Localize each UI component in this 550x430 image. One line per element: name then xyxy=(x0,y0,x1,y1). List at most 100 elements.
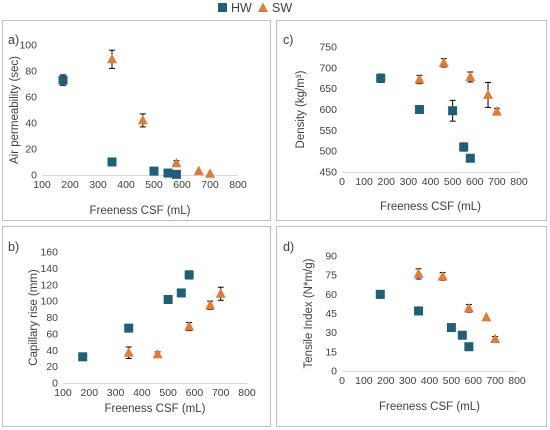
x-tick-label: 500 xyxy=(145,179,163,191)
panel-label: d) xyxy=(283,240,294,254)
y-tick-label: 45 xyxy=(325,308,337,320)
y-tick-label: 500 xyxy=(319,146,337,158)
data-point-hw xyxy=(459,142,469,152)
x-tick-label: 200 xyxy=(61,179,79,191)
x-tick-label: 500 xyxy=(444,176,462,188)
series-sw xyxy=(123,286,226,359)
x-tick-label: 300 xyxy=(400,176,418,188)
y-tick-label: 0 xyxy=(52,378,58,390)
y-tick-label: 650 xyxy=(319,83,337,95)
series-hw xyxy=(58,74,181,179)
x-tick-label: 800 xyxy=(229,179,247,191)
data-point-sw xyxy=(107,53,117,64)
data-point-sw xyxy=(184,321,195,331)
y-tick-label: 140 xyxy=(40,263,58,275)
y-axis-title: Tensile Index (N*m/g) xyxy=(303,258,315,368)
y-tick-label: 600 xyxy=(319,104,337,116)
y-tick-label: 20 xyxy=(46,361,58,373)
x-tick-label: 400 xyxy=(422,176,440,188)
series-sw xyxy=(107,49,215,178)
y-tick-label: 750 xyxy=(319,42,337,54)
data-point-hw xyxy=(107,157,117,167)
data-point-sw xyxy=(171,157,182,168)
x-tick-label: 200 xyxy=(377,375,395,387)
x-axis-title: Freeness CSF (mL) xyxy=(105,403,206,415)
data-point-hw xyxy=(163,168,173,178)
panel-a: a)100 200 300 400 500 600 700 800020406080100Fr… xyxy=(8,33,247,217)
data-point-sw xyxy=(491,106,502,116)
y-tick-label: 60 xyxy=(325,289,337,301)
data-point-hw xyxy=(448,106,458,116)
panel-c: c) 0 100 200 300 400 500 600 700 800 450 500 550 600 6… xyxy=(283,33,528,213)
y-tick-label: 100 xyxy=(19,40,37,52)
panel-label: c) xyxy=(283,33,293,47)
legend-hw-label: HW xyxy=(231,1,252,15)
series-hw xyxy=(376,73,475,163)
data-point-sw xyxy=(437,270,448,281)
data-point-sw xyxy=(463,302,474,313)
y-tick-label: 40 xyxy=(25,118,37,130)
data-point-sw xyxy=(205,299,216,310)
panel-label: a) xyxy=(8,33,19,47)
series-hw xyxy=(78,270,194,362)
x-tick-label: 100 xyxy=(355,375,373,387)
x-tick-label: 500 xyxy=(443,375,461,387)
panel-c-frame xyxy=(276,20,547,221)
y-tick-label: 60 xyxy=(46,328,58,340)
y-tick-label: 20 xyxy=(25,144,37,156)
y-tick-label: 90 xyxy=(325,251,337,263)
x-axis-title: Freeness CSF (mL) xyxy=(380,201,481,213)
data-point-hw xyxy=(414,306,424,316)
panel-d: d) 0 100 200 300 400 500 600 700 800 0 15 30 45 60 75 90… xyxy=(283,240,526,413)
data-point-hw xyxy=(446,323,456,333)
x-tick-label: 700 xyxy=(201,179,219,191)
data-point-sw xyxy=(438,57,449,67)
x-tick-label: 400 xyxy=(421,375,439,387)
x-axis-title: Freeness CSF (mL) xyxy=(379,401,480,413)
y-tick-label: 550 xyxy=(319,125,337,137)
y-tick-label: 30 xyxy=(325,327,337,339)
data-point-hw xyxy=(184,270,194,280)
x-tick-label: 600 xyxy=(173,179,191,191)
data-point-sw xyxy=(123,347,134,357)
data-point-sw xyxy=(490,333,501,344)
y-tick-label: 160 xyxy=(40,247,58,259)
x-tick-label: 600 xyxy=(464,375,482,387)
series-hw xyxy=(375,289,474,352)
legend-sw-marker xyxy=(258,2,268,12)
data-point-hw xyxy=(176,288,186,298)
series-sw xyxy=(413,268,501,344)
legend-hw-marker xyxy=(218,3,227,12)
data-point-hw xyxy=(464,342,474,352)
data-point-hw xyxy=(414,105,424,114)
x-tick-label: 600 xyxy=(466,176,484,188)
data-point-sw xyxy=(205,168,215,178)
data-point-hw xyxy=(78,352,88,362)
x-tick-label: 300 xyxy=(107,387,125,399)
x-tick-label: 300 xyxy=(399,375,417,387)
y-axis-title: Density (kg/m³) xyxy=(295,70,307,148)
x-tick-label: 400 xyxy=(117,179,135,191)
panel-d-frame xyxy=(276,226,547,427)
data-point-sw xyxy=(414,74,425,84)
legend-sw-label: SW xyxy=(272,1,292,15)
y-tick-label: 450 xyxy=(319,167,337,179)
x-tick-label: 300 xyxy=(89,179,107,191)
data-point-hw xyxy=(149,166,159,176)
y-tick-label: 120 xyxy=(40,279,58,291)
data-point-sw xyxy=(481,311,492,322)
x-tick-label: 600 xyxy=(186,387,204,399)
data-point-hw xyxy=(457,330,467,340)
data-point-sw xyxy=(413,268,424,278)
data-point-hw xyxy=(465,153,475,163)
data-point-sw xyxy=(193,165,204,176)
series-sw xyxy=(414,57,502,116)
y-tick-label: 0 xyxy=(331,366,337,378)
x-tick-label: 500 xyxy=(159,387,177,399)
y-tick-label: 80 xyxy=(46,312,58,324)
x-tick-label: 100 xyxy=(355,176,373,188)
x-tick-label: 400 xyxy=(133,387,151,399)
data-point-sw xyxy=(137,114,148,125)
data-point-hw xyxy=(124,323,134,333)
